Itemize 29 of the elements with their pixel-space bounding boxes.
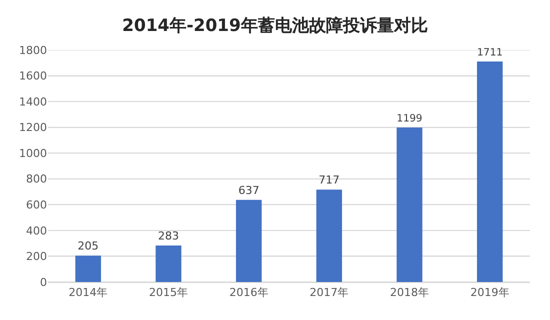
data-label: 283 — [158, 230, 179, 243]
y-tick-label: 400 — [26, 224, 47, 238]
x-tick-label: 2015年 — [149, 286, 188, 300]
x-tick-label: 2016年 — [229, 286, 268, 300]
bar — [316, 190, 342, 282]
data-label: 637 — [238, 184, 260, 197]
y-tick-label: 1600 — [19, 70, 47, 83]
x-tick-label: 2014年 — [68, 286, 108, 300]
y-tick-label: 200 — [26, 250, 47, 264]
x-tick-label: 2019年 — [470, 286, 510, 300]
data-label: 205 — [78, 240, 99, 253]
data-label: 1711 — [476, 48, 503, 59]
y-tick-label: 600 — [26, 198, 47, 212]
y-tick-label: 0 — [40, 276, 47, 289]
y-tick-label: 1000 — [19, 146, 47, 160]
chart-title: 2014年-2019年蓄电池故障投诉量对比 — [122, 16, 428, 36]
bar — [476, 61, 503, 282]
data-label: 717 — [318, 174, 340, 187]
x-tick-label: 2017年 — [310, 286, 349, 300]
bar — [396, 127, 422, 282]
bar — [236, 200, 262, 282]
y-tick-label: 1200 — [19, 121, 47, 134]
bar — [156, 246, 182, 282]
y-tick-label: 1800 — [19, 44, 47, 57]
x-tick-label: 2018年 — [390, 286, 429, 300]
data-label: 1199 — [396, 114, 422, 125]
y-tick-label: 800 — [26, 172, 47, 186]
y-tick-label: 1400 — [19, 95, 47, 108]
bar — [75, 256, 102, 282]
